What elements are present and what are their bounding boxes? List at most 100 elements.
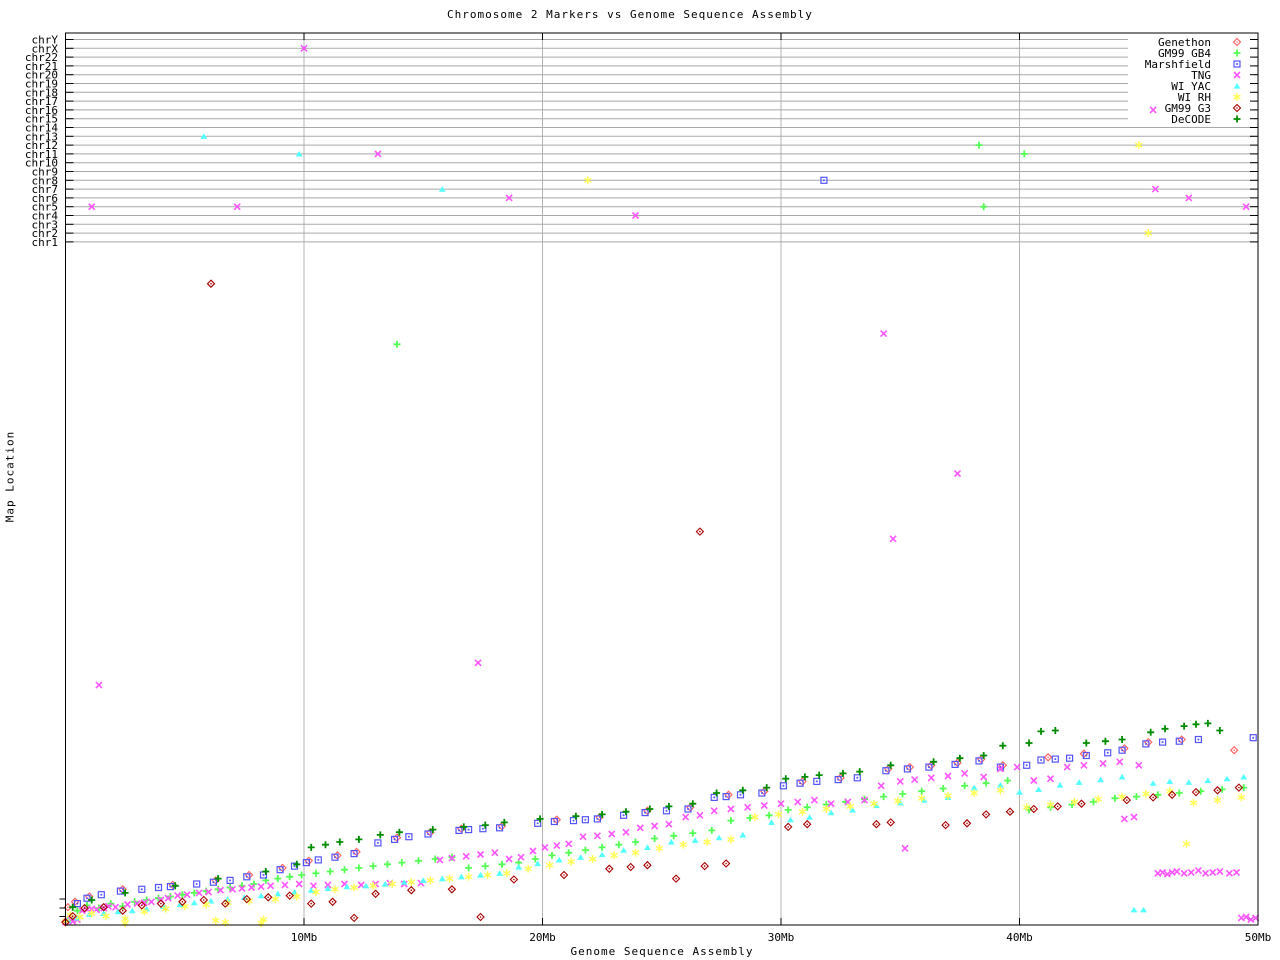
data-point [1101,737,1109,745]
series-gm99-g3 [61,279,1244,927]
data-point [1016,789,1023,795]
plus-icon [1051,727,1059,734]
square-icon [1175,737,1183,745]
plus-icon [262,868,270,875]
diamond-icon [328,897,337,907]
square-icon [569,816,578,825]
legend-marker-tng [1233,71,1241,79]
data-point [631,848,640,857]
chrom-point-chr7 [438,186,446,192]
data-point [651,835,659,842]
chrom-label-chr3: chr3 [32,218,59,231]
square-icon [465,825,473,834]
diamond-dot-icon [102,906,105,908]
plus-icon [1147,728,1155,736]
chrom-label-chr13: chr13 [25,130,58,143]
data-point [911,776,919,784]
data-point [953,470,962,478]
data-point [73,899,82,908]
data-point [646,805,654,813]
data-point [419,877,427,883]
asterisk-icon [369,881,378,890]
square-dot-icon [353,852,356,855]
data-point [228,885,237,893]
data-point [593,815,602,823]
square-dot-icon [1121,749,1124,752]
data-point [1030,776,1038,785]
square-dot-icon [536,822,539,825]
asterisk-icon [211,916,220,925]
diamond-dot-icon [629,866,632,868]
data-point [577,854,585,860]
data-point [739,831,747,838]
x-icon [1116,758,1124,766]
data-point [689,829,697,837]
square-icon [154,883,163,892]
data-point [548,851,556,859]
legend-label-wi-yac: WI YAC [1171,80,1211,93]
data-point [400,879,408,885]
diamond-dot-icon [203,899,205,901]
data-point [496,824,504,832]
data-point [214,875,222,883]
data-point [445,874,454,883]
triangle-icon [1240,773,1248,780]
chrom-point-chrX [300,44,308,52]
data-point [1130,813,1138,821]
data-point [341,866,348,874]
data-point [80,903,89,913]
asterisk-icon [798,807,807,816]
plus-icon [312,869,320,877]
diamond-dot-icon [1195,791,1197,793]
data-point [123,900,132,909]
data-point [295,880,303,888]
data-point [997,782,1004,788]
chrom-label-chr1: chr1 [32,236,59,249]
square-dot-icon [1161,741,1164,744]
square-icon [97,891,105,899]
plus-icon [980,752,988,759]
data-point [238,884,246,892]
plus-icon [293,860,301,868]
x-icon [216,886,225,894]
square-icon [951,760,959,769]
plus-icon [548,851,556,859]
square-icon [550,817,559,826]
triangle-icon [1149,780,1157,786]
data-point [1029,804,1039,814]
data-point [1111,794,1119,802]
x-icon [631,211,640,220]
data-point [137,901,147,910]
square-dot-icon [119,890,122,893]
triangle-icon [1185,779,1193,785]
plus-icon [429,826,437,834]
data-point [481,862,489,870]
x-icon [1130,813,1138,821]
data-point [1082,751,1090,760]
asterisk-icon [483,871,492,879]
data-point [787,816,794,823]
data-point [889,535,897,543]
data-point [665,802,673,810]
data-point [796,779,804,787]
asterisk-icon [631,848,640,857]
square-icon [1142,740,1150,748]
x-icon [777,800,785,808]
data-point [350,883,358,892]
square-dot-icon [954,763,957,766]
data-point [431,855,439,863]
square-dot-icon [725,795,728,798]
square-dot-icon [799,782,802,785]
plus-icon [708,826,716,834]
x-icon [1063,763,1071,771]
triangle-icon [438,875,446,882]
square-dot-icon [622,814,625,817]
legend-label-gm99-gb4: GM99 GB4 [1158,47,1211,60]
x-icon [911,776,919,784]
square-icon [534,819,542,827]
asterisk-icon [727,835,735,844]
data-point [626,862,635,872]
data-point [1201,869,1210,877]
square-dot-icon [140,888,143,891]
data-point [801,773,809,781]
